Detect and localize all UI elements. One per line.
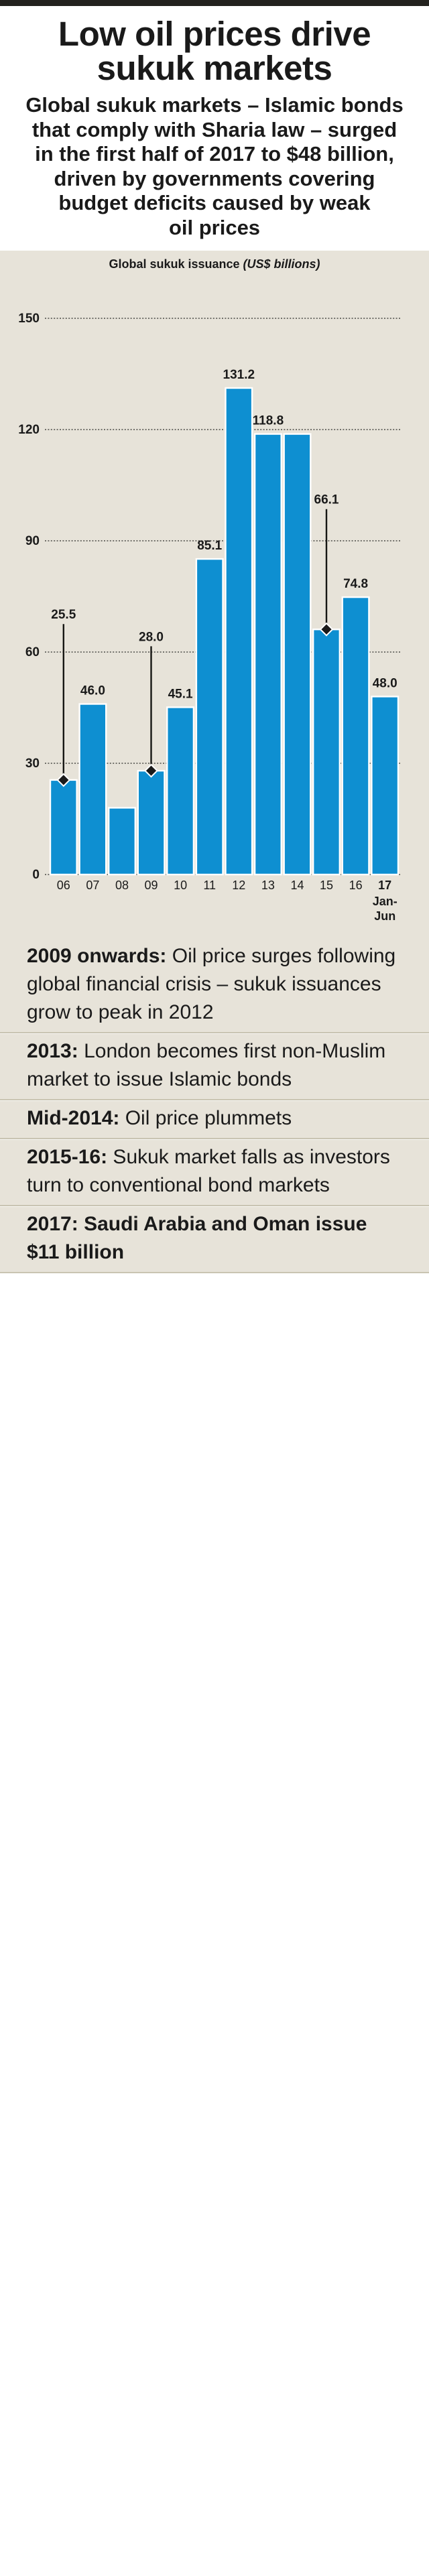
svg-text:10: 10 xyxy=(174,879,187,892)
svg-text:Jan-: Jan- xyxy=(373,895,397,908)
svg-text:131.2: 131.2 xyxy=(223,368,255,382)
svg-text:07: 07 xyxy=(86,879,99,892)
svg-text:16: 16 xyxy=(349,879,363,892)
svg-text:15: 15 xyxy=(320,879,333,892)
svg-text:85.1: 85.1 xyxy=(197,539,222,554)
svg-text:25.5: 25.5 xyxy=(51,608,76,623)
svg-text:14: 14 xyxy=(290,879,304,892)
svg-text:60: 60 xyxy=(25,645,40,659)
svg-text:11: 11 xyxy=(203,879,216,892)
svg-text:66.1: 66.1 xyxy=(314,493,339,507)
svg-text:0: 0 xyxy=(32,868,40,882)
svg-text:13: 13 xyxy=(261,879,275,892)
svg-text:08: 08 xyxy=(115,879,129,892)
svg-text:90: 90 xyxy=(25,534,40,548)
svg-text:17: 17 xyxy=(378,879,391,892)
svg-text:28.0: 28.0 xyxy=(139,631,164,645)
svg-text:30: 30 xyxy=(25,757,40,771)
svg-text:12: 12 xyxy=(232,879,245,892)
svg-text:118.8: 118.8 xyxy=(253,414,284,428)
svg-text:120: 120 xyxy=(18,423,40,437)
svg-text:74.8: 74.8 xyxy=(343,578,368,592)
svg-text:48.0: 48.0 xyxy=(373,677,397,691)
svg-text:06: 06 xyxy=(57,879,70,892)
svg-text:09: 09 xyxy=(144,879,158,892)
svg-text:150: 150 xyxy=(18,312,40,326)
svg-text:45.1: 45.1 xyxy=(168,688,193,702)
svg-text:Jun: Jun xyxy=(374,909,395,923)
svg-text:46.0: 46.0 xyxy=(80,684,105,698)
